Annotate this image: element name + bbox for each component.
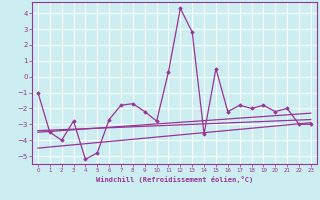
- X-axis label: Windchill (Refroidissement éolien,°C): Windchill (Refroidissement éolien,°C): [96, 176, 253, 183]
